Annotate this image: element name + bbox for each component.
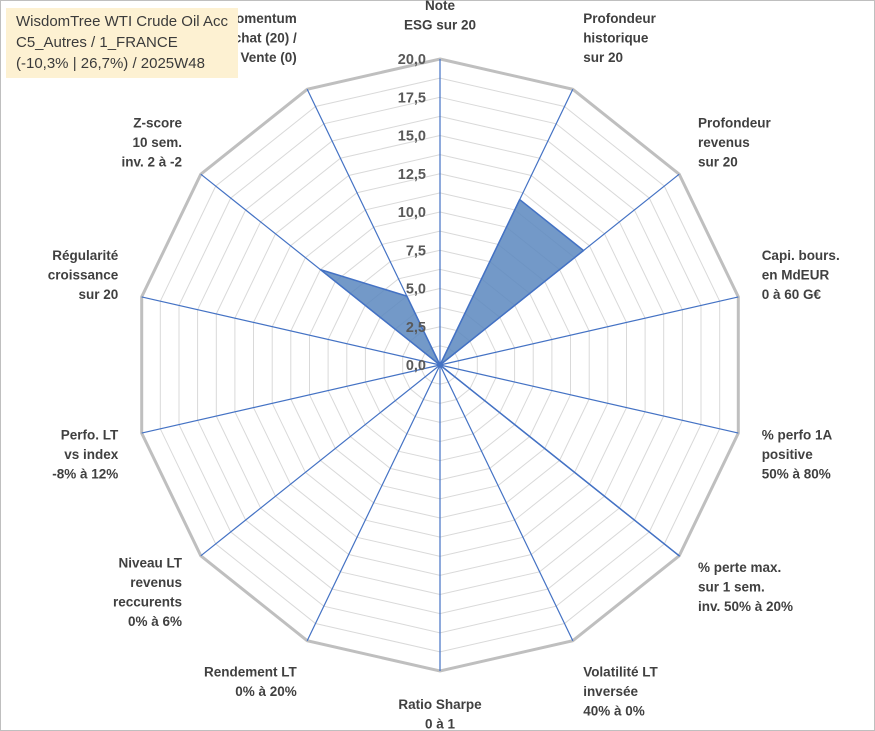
chart-title-line-3: (-10,3% | 26,7%) / 2025W48: [16, 55, 205, 72]
axis-label: Momentum Achat (20) / Vente (0): [224, 11, 297, 65]
tick-label: 10,0: [398, 205, 426, 221]
axis-label: Profondeur historique sur 20: [583, 11, 656, 65]
tick-label: 7,5: [406, 243, 426, 259]
axis-label: Capi. bours. en MdEUR 0 à 60 G€: [762, 248, 840, 302]
axis-spoke: [141, 364, 441, 434]
axis-spoke: [439, 364, 739, 434]
axis-label: Régularité croissance sur 20: [48, 248, 119, 302]
axis-label: % perte max. sur 1 sem. inv. 50% à 20%: [698, 560, 793, 614]
radial-tick-labels: 0,0 2,5 5,0 7,5 10,0 12,5 15,0 17,5 20,0: [398, 52, 426, 374]
tick-label: 17,5: [398, 90, 426, 106]
axis-spoke: [306, 364, 441, 641]
chart-title-line-1: WisdomTree WTI Crude Oil Acc: [16, 13, 228, 30]
axis-label: % perfo 1A positive 50% à 80%: [762, 428, 833, 482]
axis-spoke: [200, 364, 441, 557]
tick-label: 5,0: [406, 282, 426, 298]
axis-label: Z-score 10 sem. inv. 2 à -2: [121, 116, 182, 170]
chart-title-box: WisdomTree WTI Crude Oil Acc C5_Autres /…: [6, 8, 238, 78]
axis-label: Niveau LT revenus reccurents 0% à 6%: [113, 556, 183, 630]
tick-label: 0,0: [406, 358, 426, 374]
tick-label: 15,0: [398, 129, 426, 145]
axis-label: Perfo. LT vs index -8% à 12%: [52, 428, 119, 482]
axis-label: Rendement LT 0% à 20%: [204, 664, 298, 699]
axis-spoke: [439, 364, 574, 641]
axis-label: Ratio Sharpe 0 à 1: [398, 697, 482, 731]
axis-spoke: [439, 296, 739, 366]
axis-labels: Note ESG sur 20 Profondeur historique sur 20…: [48, 0, 840, 731]
tick-label: 2,5: [406, 320, 426, 336]
chart-title-line-2: C5_Autres / 1_FRANCE: [16, 34, 178, 51]
axis-label: Profondeur revenus sur 20: [698, 116, 771, 170]
axis-label: Note ESG sur 20: [404, 0, 476, 33]
tick-label: 20,0: [398, 52, 426, 68]
axis-spoke: [141, 296, 441, 366]
tick-label: 12,5: [398, 167, 426, 183]
axis-label: Volatilité LT inversée 40% à 0%: [583, 664, 658, 718]
radar-series-area: [319, 198, 680, 557]
